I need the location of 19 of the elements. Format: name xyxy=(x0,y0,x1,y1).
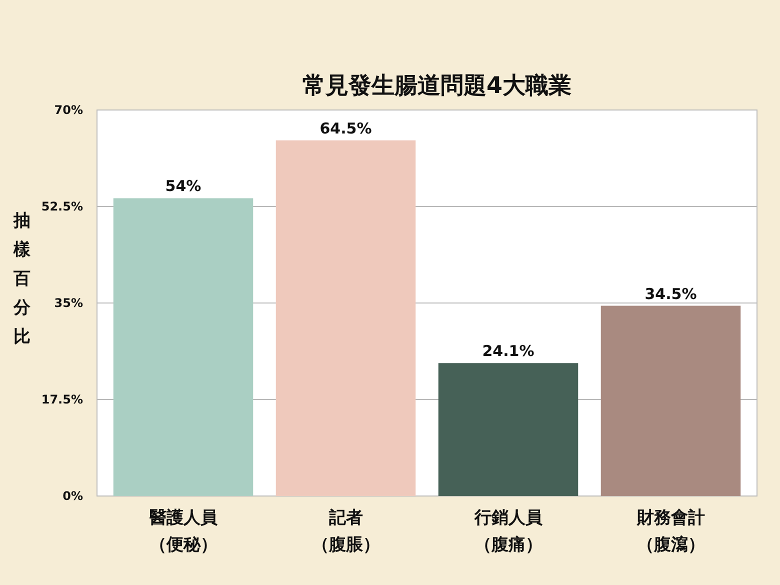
y-axis-title: 抽樣百分比 xyxy=(12,211,32,347)
x-tick-label: 醫護人員（便秘） xyxy=(149,508,218,555)
chart-title: 常見發生腸道問題4大職業 xyxy=(302,73,572,99)
data-label: 24.1% xyxy=(482,342,534,360)
bar xyxy=(113,198,254,496)
x-tick-label: 記者（腹脹） xyxy=(312,508,380,555)
bar xyxy=(600,306,741,496)
y-tick-label: 52.5% xyxy=(41,200,83,214)
y-tick-label: 35% xyxy=(54,296,83,310)
bar xyxy=(276,140,416,496)
x-tick-label: 行銷人員（腹痛） xyxy=(473,508,544,555)
y-tick-label: 0% xyxy=(62,489,83,503)
data-label: 34.5% xyxy=(644,284,697,303)
y-tick-label: 17.5% xyxy=(41,392,83,406)
x-tick-label: 財務會計（腹瀉） xyxy=(636,508,705,555)
y-tick-label: 70% xyxy=(54,103,83,117)
bar xyxy=(438,363,578,496)
data-label: 54% xyxy=(165,177,202,196)
data-label: 64.5% xyxy=(320,119,372,138)
